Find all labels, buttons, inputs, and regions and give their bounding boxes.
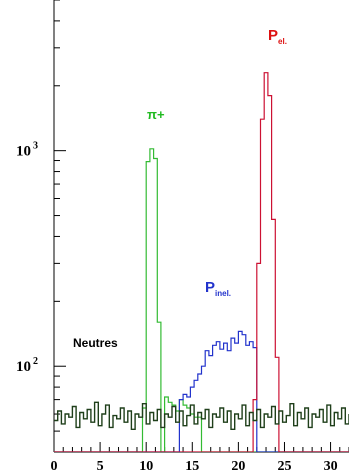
annotation-p-inel: Pinel. [205,279,231,298]
x-tick-label: 10 [139,459,153,474]
annotation-p-el: Pel. [268,27,287,46]
x-tick-label: 25 [277,459,291,474]
annotation-p-inel-main: P [205,279,215,296]
x-tick-label: 0 [51,459,58,474]
y-tick-label: 10 3 [16,141,38,160]
series-line-2 [54,330,349,452]
series-line-0 [54,401,349,430]
series-line-3 [54,72,349,452]
annotation-neutres: Neutres [73,336,118,350]
annotation-p-el-main: P [268,27,278,44]
labels-layer: π+ Neutres Pinel. Pel. [73,27,287,350]
series-layer [54,72,349,452]
annotation-p-inel-sub: inel. [215,289,231,298]
y-tick-label: 10 2 [16,356,38,375]
annotation-p-el-sub: el. [278,37,287,46]
x-tick-label: 30 [324,459,338,474]
x-tick-label: 5 [97,459,104,474]
x-tick-label: 15 [185,459,199,474]
x-tick-label: 20 [231,459,245,474]
annotation-pi-plus: π+ [147,107,165,122]
